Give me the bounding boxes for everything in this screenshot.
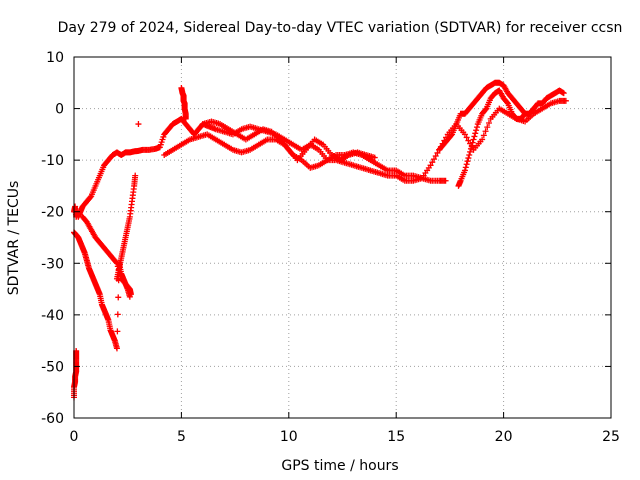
x-tick-label: 25 [602,429,620,445]
data-point [473,124,480,131]
data-point [429,159,436,166]
data-point [470,136,477,143]
x-axis-label: GPS time / hours [281,458,398,474]
y-tick-labels: -60 -50 -40 -30 -20 -10 0 10 [41,50,64,427]
series-track-c [79,213,134,298]
series-track-f [135,121,142,128]
data-point [463,134,470,141]
x-tick-label: 15 [387,429,405,445]
data-point [522,110,529,117]
data-point [182,115,189,122]
y-tick-label: 10 [46,50,64,66]
data-point [521,109,528,116]
data-point [462,164,469,171]
y-tick-label: -40 [41,308,64,324]
data-points [71,79,569,401]
data-point [467,145,474,152]
series-track-e [113,172,139,282]
data-point [466,151,473,158]
data-point [371,154,378,161]
data-point [465,137,472,144]
data-point [482,128,489,135]
series-track-i [455,87,567,189]
data-point [482,106,489,113]
data-point [442,177,449,184]
data-point [472,130,479,137]
x-tick-label: 10 [280,429,298,445]
y-tick-label: -50 [41,359,64,375]
x-tick-label: 20 [495,429,513,445]
data-point [562,97,569,104]
chart-title: Day 279 of 2024, Sidereal Day-to-day VTE… [58,20,623,36]
data-point [114,328,121,335]
data-point [115,294,122,301]
axis-ticks [73,56,612,419]
x-tick-label: 5 [177,429,186,445]
data-point [448,132,455,139]
y-tick-label: -10 [41,153,64,169]
data-point [87,194,94,201]
data-point [464,158,471,165]
x-tick-labels: 0 5 10 15 20 25 [70,429,620,445]
data-point [127,291,134,298]
data-point [473,127,480,134]
data-point [468,142,475,149]
data-point [467,148,474,155]
data-point [461,167,468,174]
data-point [432,153,439,160]
y-tick-label: 0 [55,102,64,118]
data-point [132,172,139,179]
y-tick-label: -60 [41,411,64,427]
data-point [463,161,470,168]
series-track-k [199,118,378,164]
series-track-d [71,347,80,401]
series-track-g [178,84,189,122]
data-point [484,124,491,131]
data-point [471,133,478,140]
data-point [114,311,121,318]
data-point [504,99,511,106]
data-point [485,120,492,127]
data-point [469,139,476,146]
y-axis-label: SDTVAR / TECUs [6,181,22,296]
data-point [465,155,472,162]
data-point [431,156,438,163]
data-point [479,136,486,143]
series-track-j [436,79,529,153]
plot-frame [73,56,612,419]
series-track-h [161,97,569,184]
data-point [480,132,487,139]
data-point [113,345,120,352]
x-tick-label: 0 [70,429,79,445]
data-point [461,131,468,138]
data-point [113,260,120,267]
y-tick-label: -30 [41,256,64,272]
y-tick-label: -20 [41,205,64,221]
data-point [427,162,434,169]
data-point [434,149,441,156]
data-point [560,90,567,97]
data-point [135,121,142,128]
